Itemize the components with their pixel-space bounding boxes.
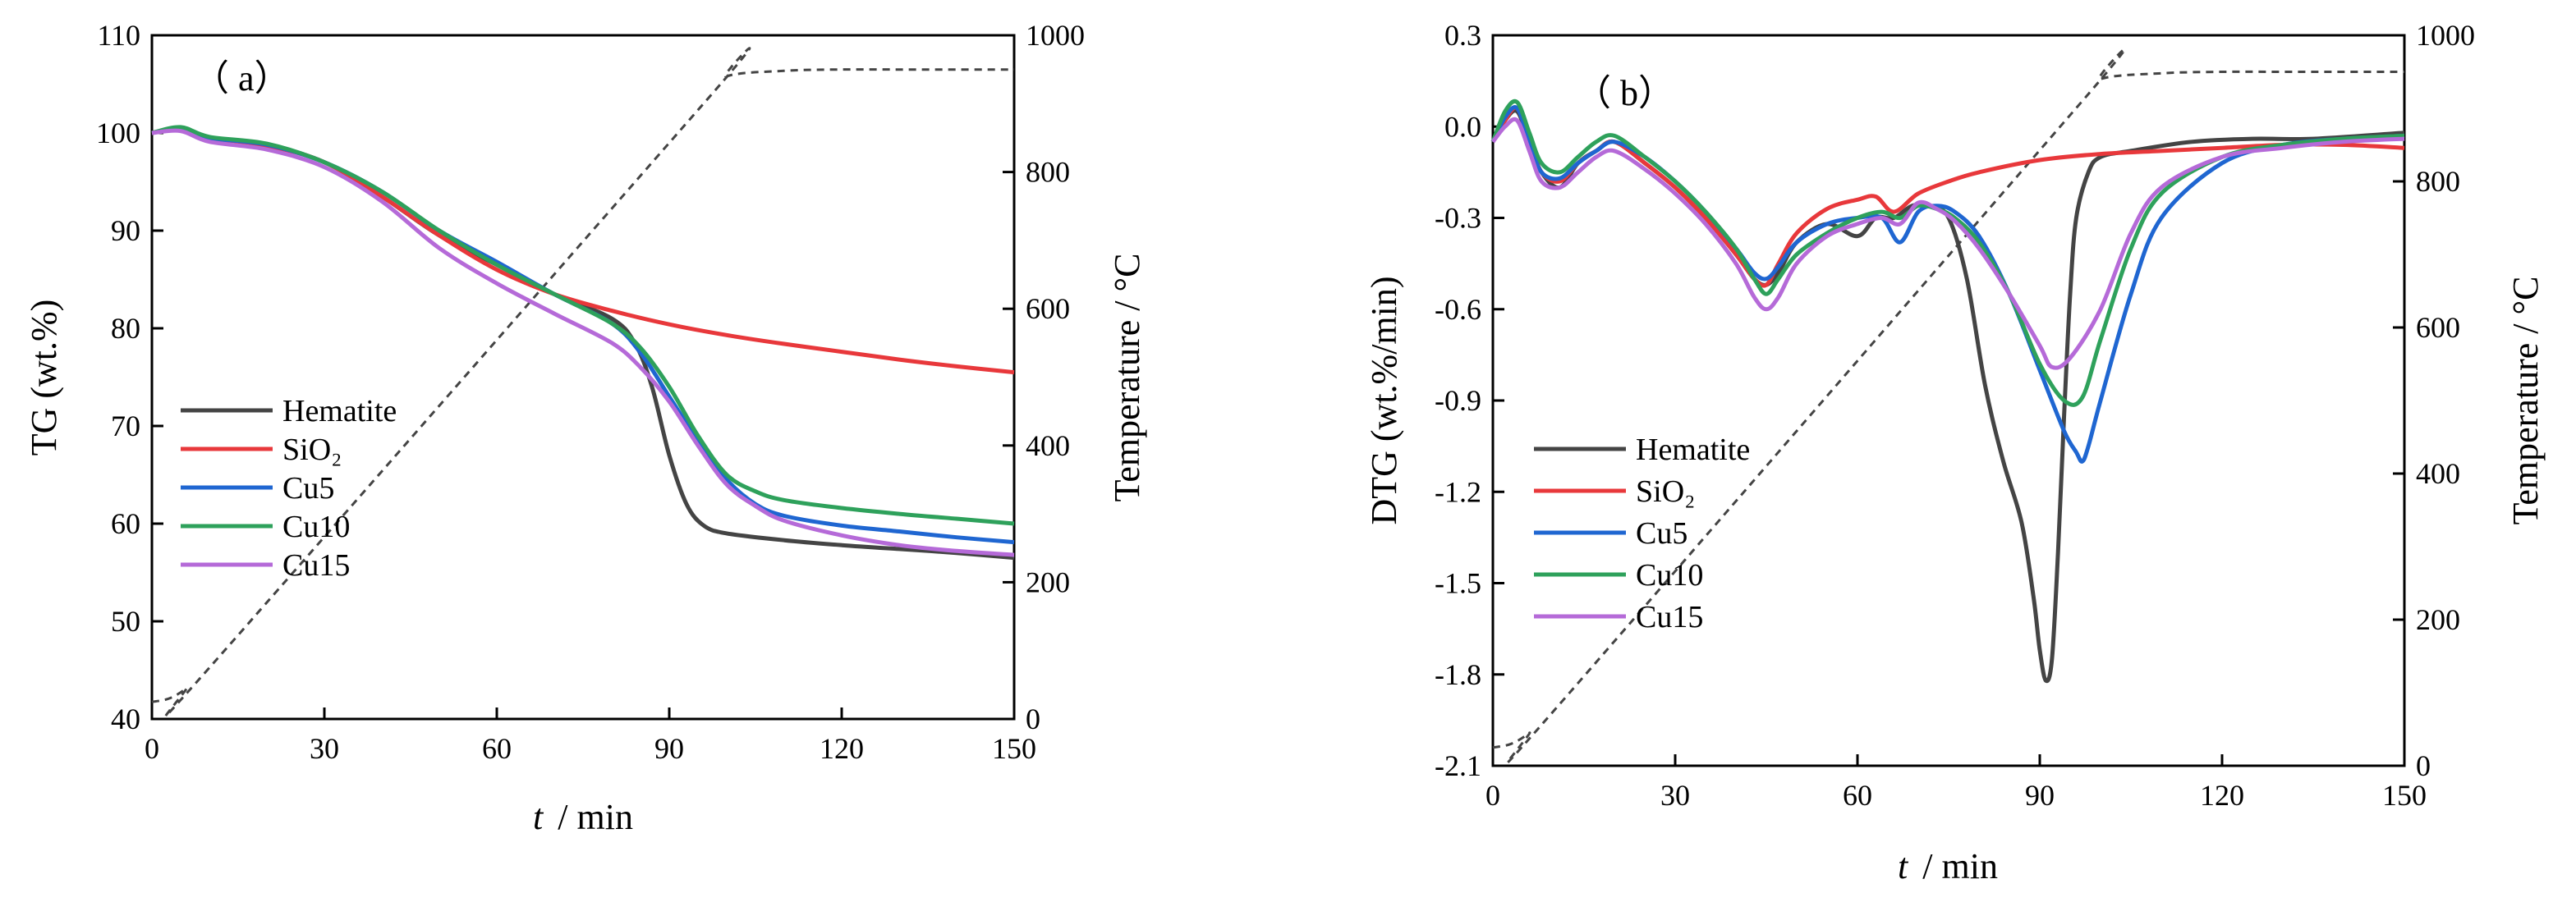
- legend-label: SiO₂: [1636, 474, 1695, 509]
- x-tick-label: 0: [1485, 779, 1500, 812]
- x-axis-variable: t: [533, 797, 544, 837]
- y-tick-label: -0.3: [1435, 202, 1481, 235]
- temperature-line: [1492, 48, 2404, 764]
- y-tick-label: -0.9: [1435, 384, 1481, 417]
- y2-axis-title: Temperature / °C: [2505, 277, 2546, 525]
- series-line-hematite: [151, 126, 1015, 561]
- plot-frame: [150, 34, 1016, 721]
- series-line-sio: [151, 126, 1015, 375]
- x-tick-label: 30: [310, 732, 339, 765]
- x-axis-variable: t: [1898, 846, 1909, 886]
- y-axis-title: TG (wt.%): [24, 300, 64, 456]
- x-tick-label: 120: [820, 732, 864, 765]
- legend-label: Cu5: [282, 471, 334, 506]
- y2-tick-label: 600: [2416, 311, 2460, 344]
- series-lines: [1490, 48, 2405, 764]
- y2-tick-label: 600: [1026, 292, 1070, 325]
- x-axis-unit: / min: [1922, 846, 1998, 886]
- x-axis-unit: / min: [558, 797, 633, 837]
- y-tick-label: 90: [111, 214, 140, 247]
- y-tick-label: 0.3: [1444, 19, 1481, 52]
- y-tick-label: 60: [111, 507, 140, 540]
- y2-axis-ticks: 0 200 400 600 800 1000: [2393, 19, 2475, 782]
- x-tick-label: 60: [482, 732, 512, 765]
- y2-tick-label: 400: [1026, 429, 1070, 462]
- panel-label: （ b）: [1575, 73, 1674, 113]
- series-line-cu10: [151, 125, 1015, 526]
- y2-tick-label: 400: [2416, 457, 2460, 490]
- x-tick-label: 120: [2200, 779, 2244, 812]
- chart-panel-b: 0 30 60 90 120 150 -2.1 -1.8 -1.5 -1.2 -0.9 -0.6 -0…: [1364, 19, 2546, 886]
- legend-label: Hematite: [282, 394, 397, 428]
- x-axis-ticks: 0 30 60 90 120 150: [1485, 754, 2427, 812]
- legend-label: Cu15: [282, 548, 350, 583]
- x-tick-label: 150: [2382, 779, 2427, 812]
- y-tick-label: 80: [111, 312, 140, 345]
- y2-tick-label: 200: [1026, 565, 1070, 598]
- series-lines: [151, 47, 1015, 718]
- x-axis-ticks: 0 30 60 90 120 150: [145, 707, 1036, 765]
- y-tick-label: 100: [96, 117, 140, 149]
- y2-tick-label: 0: [1026, 703, 1040, 735]
- y-tick-label: 70: [111, 410, 140, 442]
- legend-label: Cu10: [282, 510, 350, 544]
- x-tick-label: 90: [2025, 779, 2055, 812]
- y-tick-label: -1.8: [1435, 658, 1481, 691]
- legend-label: Cu5: [1636, 516, 1687, 551]
- temperature-line: [151, 47, 1014, 718]
- y-tick-label: 110: [97, 19, 140, 52]
- y-tick-label: 50: [111, 605, 140, 638]
- x-tick-label: 150: [992, 732, 1036, 765]
- x-tick-label: 30: [1660, 779, 1690, 812]
- y2-tick-label: 1000: [1026, 19, 1085, 52]
- series-line-cu5: [151, 126, 1015, 545]
- series-line-cu15: [1491, 117, 2405, 370]
- y2-axis-title: Temperature / °C: [1107, 254, 1147, 502]
- y2-tick-label: 1000: [2416, 19, 2475, 52]
- y-tick-label: -2.1: [1435, 749, 1481, 782]
- x-tick-label: 0: [145, 732, 159, 765]
- series-line-cu10: [1490, 98, 2405, 407]
- y-axis-ticks: -2.1 -1.8 -1.5 -1.2 -0.9 -0.6 -0.3 0.0 0.3: [1435, 19, 1504, 782]
- y-axis-title: DTG (wt.%/min): [1364, 276, 1404, 524]
- y-tick-label: 40: [111, 703, 140, 735]
- y-tick-label: -0.6: [1435, 293, 1481, 326]
- legend: Hematite SiO₂ Cu5 Cu10 Cu15: [1534, 433, 1750, 634]
- y2-axis-ticks: 0 200 400 600 800 1000: [1003, 19, 1085, 735]
- series-line-cu15: [151, 128, 1015, 557]
- y2-tick-label: 0: [2416, 749, 2431, 782]
- y-axis-ticks: 40 50 60 70 80 90 100 110: [96, 19, 163, 735]
- y2-tick-label: 200: [2416, 603, 2460, 636]
- y2-tick-label: 800: [1026, 156, 1070, 189]
- legend-label: Cu15: [1636, 600, 1703, 634]
- legend-label: Cu10: [1636, 558, 1703, 593]
- x-axis-title: t / min: [533, 797, 633, 837]
- x-axis-title: t / min: [1898, 846, 1998, 886]
- y-tick-label: 0.0: [1444, 110, 1481, 143]
- series-line-cu5: [1490, 105, 2405, 464]
- legend-label: Hematite: [1636, 433, 1750, 467]
- y2-tick-label: 800: [2416, 165, 2460, 198]
- legend: Hematite SiO₂ Cu5 Cu10 Cu15: [181, 394, 397, 583]
- x-tick-label: 90: [654, 732, 684, 765]
- legend-label: SiO₂: [282, 433, 342, 467]
- panel-label: （ a）: [193, 58, 291, 98]
- y-tick-label: -1.5: [1435, 567, 1481, 600]
- series-line-sio: [1490, 105, 2405, 288]
- y-tick-label: -1.2: [1435, 475, 1481, 508]
- chart-panel-a: 0 30 60 90 120 150 40 50 60 70 80 90 100 110 0 200 400…: [24, 19, 1147, 837]
- x-tick-label: 60: [1843, 779, 1872, 812]
- series-line-hematite: [1490, 108, 2405, 684]
